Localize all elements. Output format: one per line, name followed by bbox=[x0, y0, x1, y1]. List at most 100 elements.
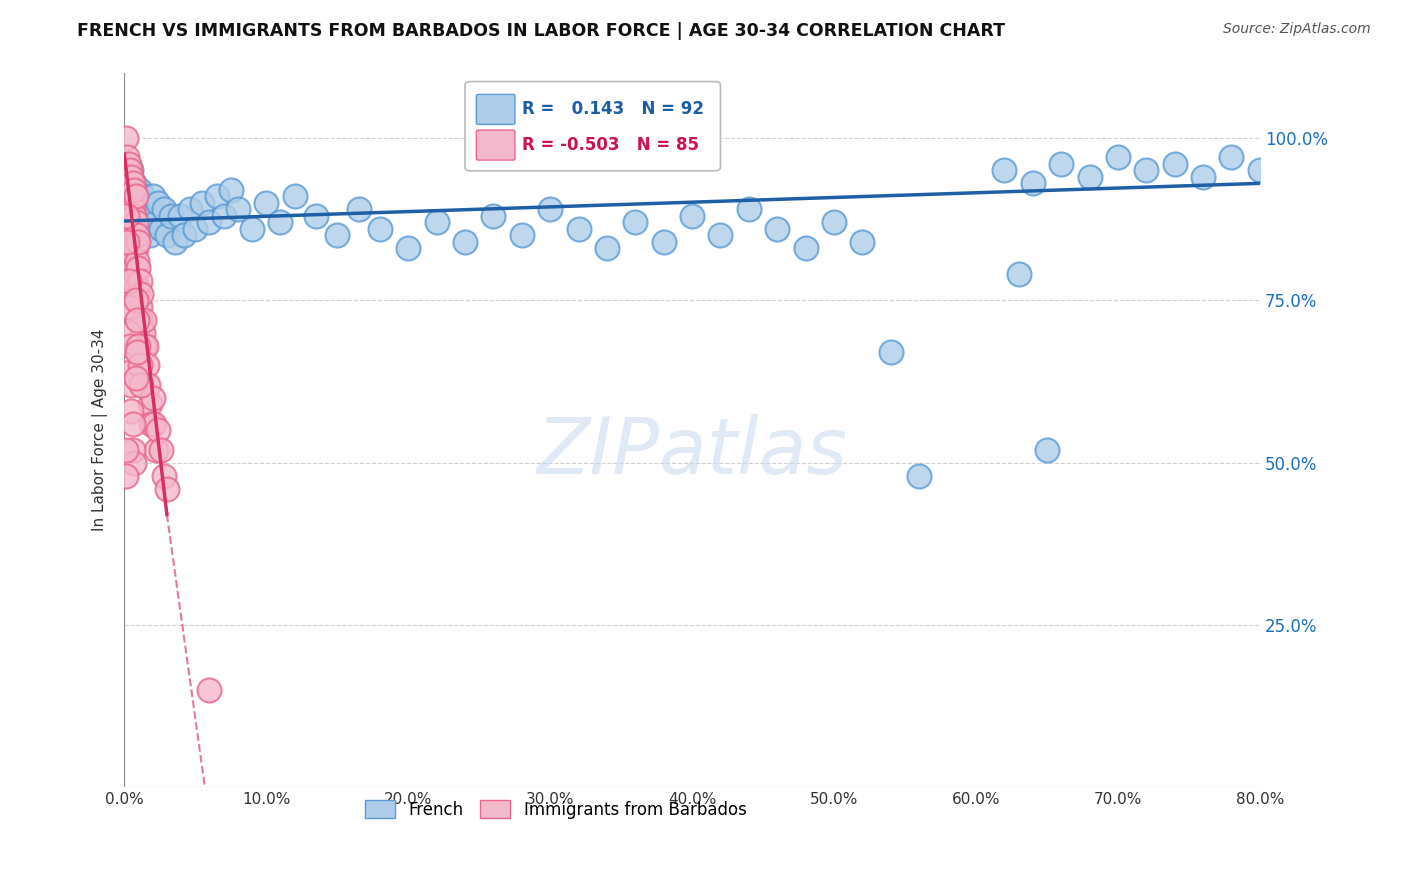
Point bbox=[148, 195, 170, 210]
Point bbox=[117, 222, 139, 236]
Point bbox=[121, 177, 143, 191]
FancyBboxPatch shape bbox=[477, 95, 515, 124]
Point bbox=[1078, 169, 1101, 184]
Point bbox=[1220, 150, 1243, 164]
Text: ZIPatlas: ZIPatlas bbox=[537, 414, 848, 490]
Point bbox=[138, 377, 160, 392]
Point bbox=[129, 358, 152, 372]
Point bbox=[908, 468, 931, 483]
Point bbox=[122, 222, 145, 236]
Point bbox=[117, 169, 139, 184]
Point bbox=[454, 235, 477, 249]
Point bbox=[396, 241, 419, 255]
Point bbox=[160, 209, 183, 223]
Point bbox=[120, 248, 142, 262]
Point bbox=[766, 222, 789, 236]
Legend: French, Immigrants from Barbados: French, Immigrants from Barbados bbox=[359, 794, 754, 825]
Point bbox=[131, 209, 153, 223]
Point bbox=[135, 339, 157, 353]
Point bbox=[141, 417, 163, 431]
Point bbox=[115, 228, 138, 243]
Point bbox=[129, 183, 152, 197]
Point bbox=[132, 326, 155, 340]
Point bbox=[136, 358, 159, 372]
Point bbox=[128, 195, 150, 210]
Point bbox=[426, 215, 449, 229]
Point bbox=[115, 177, 138, 191]
Point bbox=[118, 189, 141, 203]
Point bbox=[124, 241, 146, 255]
Point bbox=[131, 377, 153, 392]
Point bbox=[125, 280, 148, 294]
Point bbox=[134, 215, 156, 229]
Point bbox=[1007, 267, 1029, 281]
Point bbox=[117, 300, 139, 314]
Point bbox=[156, 482, 179, 496]
Point bbox=[120, 169, 142, 184]
Point bbox=[124, 189, 146, 203]
Point bbox=[240, 222, 263, 236]
Point bbox=[205, 189, 228, 203]
Point bbox=[993, 163, 1015, 178]
Point bbox=[128, 339, 150, 353]
Point bbox=[121, 280, 143, 294]
Point bbox=[118, 241, 141, 255]
Point bbox=[124, 371, 146, 385]
Point bbox=[118, 177, 141, 191]
Point bbox=[122, 209, 145, 223]
Point bbox=[128, 312, 150, 326]
Point bbox=[114, 177, 136, 191]
Point bbox=[169, 209, 191, 223]
Point bbox=[347, 202, 370, 217]
Point bbox=[184, 222, 207, 236]
Point bbox=[823, 215, 845, 229]
Point bbox=[141, 209, 163, 223]
Point bbox=[122, 456, 145, 470]
Point bbox=[120, 215, 142, 229]
Point bbox=[219, 183, 242, 197]
Point bbox=[124, 293, 146, 308]
Point bbox=[115, 150, 138, 164]
Point bbox=[179, 202, 201, 217]
Point bbox=[125, 345, 148, 359]
Point bbox=[117, 183, 139, 197]
Point bbox=[118, 209, 141, 223]
Point bbox=[138, 202, 160, 217]
Point bbox=[124, 215, 146, 229]
Point bbox=[120, 163, 142, 178]
Point bbox=[115, 202, 138, 217]
Point bbox=[150, 222, 173, 236]
Point bbox=[269, 215, 291, 229]
Text: Source: ZipAtlas.com: Source: ZipAtlas.com bbox=[1223, 22, 1371, 37]
Point bbox=[142, 189, 165, 203]
Point bbox=[145, 442, 167, 457]
Point bbox=[114, 202, 136, 217]
Point bbox=[114, 157, 136, 171]
Point bbox=[131, 312, 153, 326]
Point bbox=[125, 312, 148, 326]
Point bbox=[191, 195, 214, 210]
Point bbox=[117, 260, 139, 275]
Point bbox=[128, 286, 150, 301]
Point bbox=[510, 228, 533, 243]
Point bbox=[114, 183, 136, 197]
Point bbox=[624, 215, 647, 229]
Point bbox=[482, 209, 505, 223]
Point bbox=[120, 377, 142, 392]
Point bbox=[652, 235, 675, 249]
Point bbox=[131, 286, 153, 301]
Point bbox=[122, 177, 145, 191]
Point bbox=[122, 235, 145, 249]
Point bbox=[121, 228, 143, 243]
Point bbox=[681, 209, 703, 223]
Point bbox=[567, 222, 589, 236]
Point bbox=[153, 202, 176, 217]
Point bbox=[1163, 157, 1185, 171]
Point bbox=[118, 163, 141, 178]
Point bbox=[121, 442, 143, 457]
Point bbox=[122, 260, 145, 275]
Point bbox=[538, 202, 561, 217]
Point bbox=[305, 209, 328, 223]
Point bbox=[115, 215, 138, 229]
Point bbox=[1107, 150, 1129, 164]
